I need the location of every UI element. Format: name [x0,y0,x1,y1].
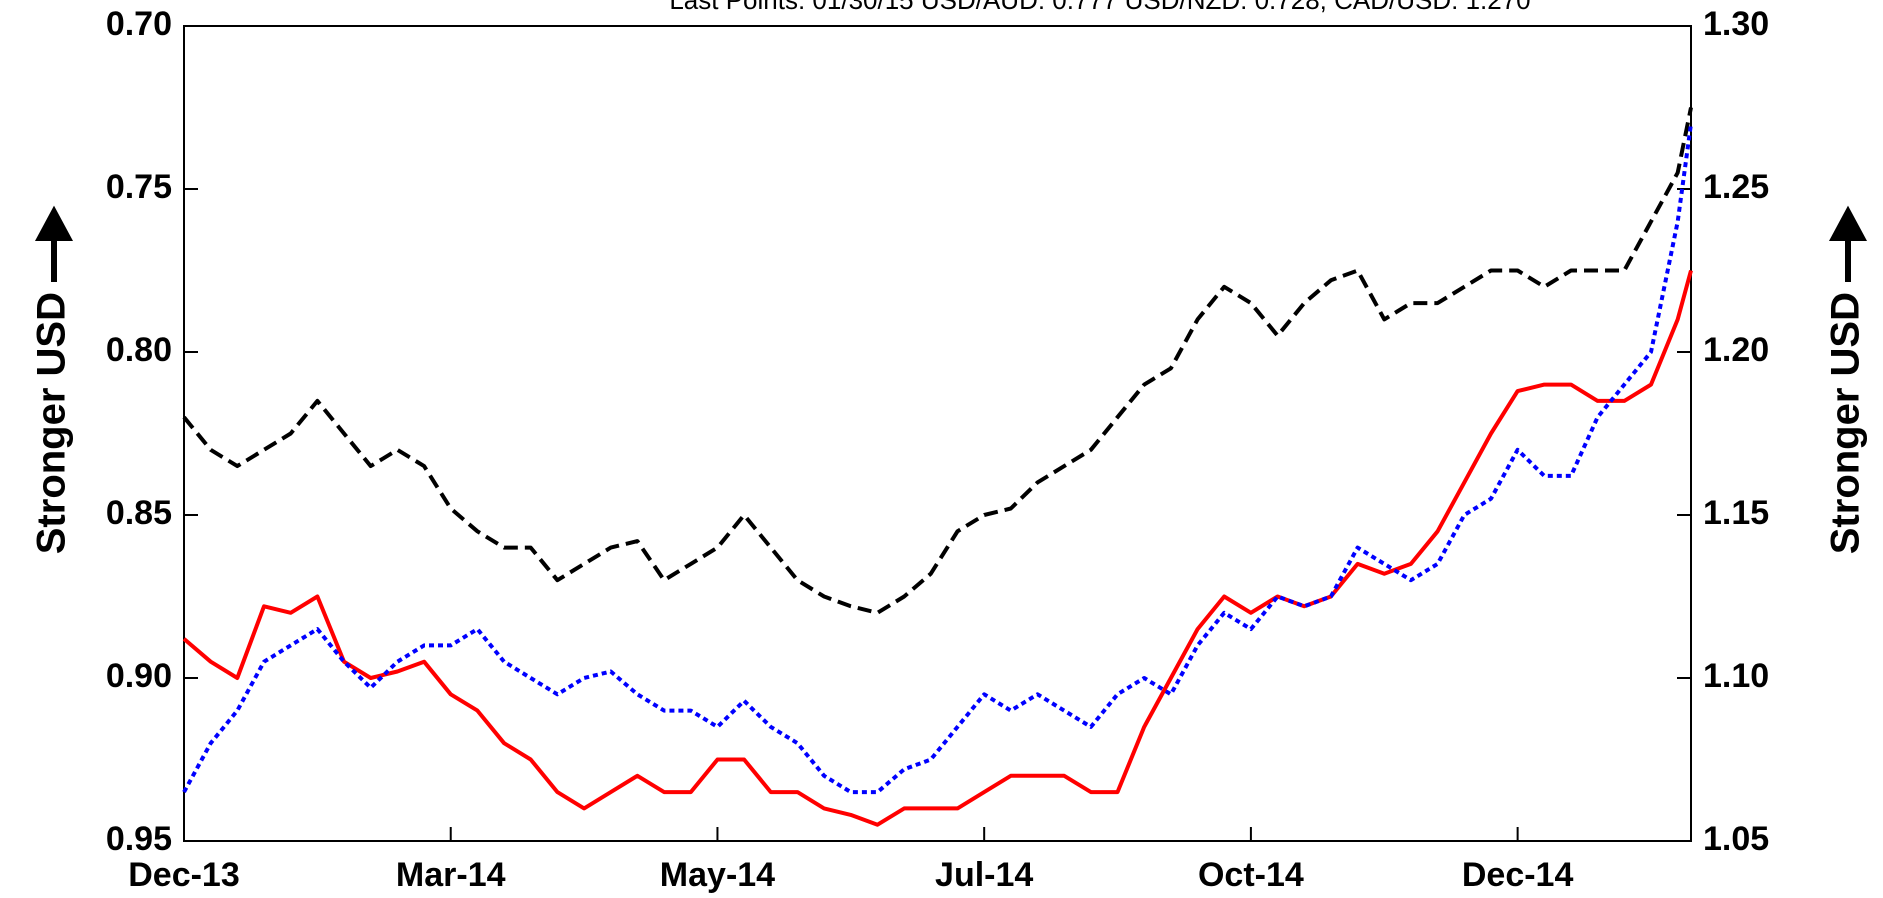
series-line [182,123,1693,795]
y-tick-label: 0.95 [106,820,172,858]
y-tick-label: 0.70 [106,5,172,43]
x-tick-label: Oct-14 [1198,856,1304,894]
y2-tick-label: 1.10 [1703,657,1769,695]
y-tick-label: 0.75 [106,168,172,206]
x-tick-label: Jul-14 [935,856,1033,894]
y2-tick-label: 1.15 [1703,494,1769,532]
y-tick-label: 0.90 [106,657,172,695]
x-tick-label: Mar-14 [396,856,506,894]
plot-frame [183,25,1692,842]
y2-axis-arrow [1828,205,1868,282]
y2-axis-label: Stronger USD [1824,292,1868,554]
x-tick-label: Dec-14 [1462,856,1574,894]
y-tick-label: 0.85 [106,494,172,532]
y2-tick-label: 1.25 [1703,168,1769,206]
series-line [182,269,1693,827]
y-axis-label: Stronger USD [30,292,74,554]
chart-title: Last Points: 01/30/15 USD/AUD: 0.777 USD… [669,0,1530,15]
y-axis-arrow [34,205,74,282]
y2-tick-label: 1.30 [1703,5,1769,43]
y-tick-label: 0.80 [106,331,172,369]
y2-tick-label: 1.20 [1703,331,1769,369]
x-tick-label: May-14 [660,856,775,894]
x-tick-label: Dec-13 [128,856,240,894]
y2-tick-label: 1.05 [1703,820,1769,858]
series-line [182,107,1693,615]
